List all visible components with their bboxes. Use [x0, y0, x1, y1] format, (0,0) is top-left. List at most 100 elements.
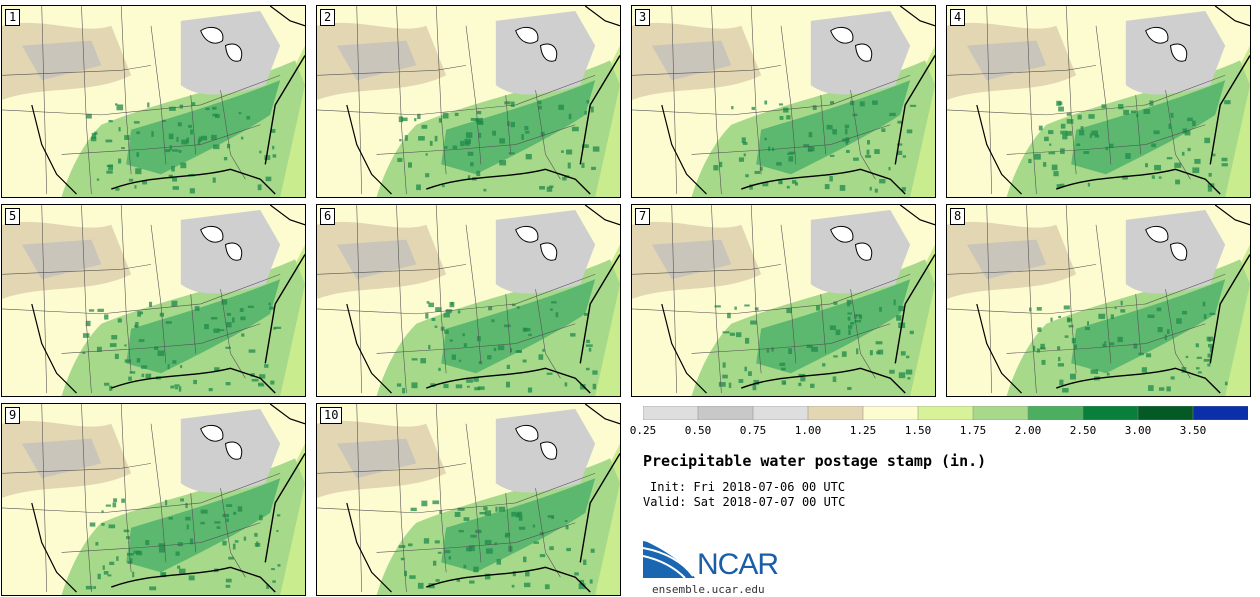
- moisture-cell: [1148, 385, 1154, 391]
- moisture-cell: [897, 120, 904, 124]
- moisture-cell: [149, 586, 157, 591]
- moisture-cell: [168, 106, 176, 111]
- moisture-cell: [154, 346, 159, 350]
- coastline: [264, 453, 305, 563]
- moisture-cell: [186, 137, 189, 144]
- moisture-cell: [1147, 314, 1155, 318]
- moisture-cell: [879, 306, 882, 312]
- state-boundary: [535, 488, 561, 578]
- moisture-cell: [1207, 353, 1213, 358]
- state-boundary: [1095, 25, 1112, 165]
- moisture-cell: [180, 162, 187, 169]
- moisture-cell: [1066, 130, 1072, 136]
- state-boundary: [41, 6, 48, 195]
- moisture-cell: [1073, 344, 1078, 350]
- moisture-cell: [1057, 363, 1064, 367]
- moisture-cell: [877, 349, 884, 355]
- moisture-cell: [751, 106, 756, 110]
- state-boundary: [820, 95, 827, 155]
- moisture-cell: [266, 584, 270, 589]
- moisture-cell: [468, 545, 475, 552]
- moisture-cell: [159, 546, 166, 553]
- moisture-cell: [225, 584, 231, 588]
- moisture-cell: [463, 517, 470, 521]
- moisture-cell: [443, 383, 449, 389]
- moisture-cell: [1063, 305, 1070, 310]
- moisture-cell: [889, 112, 896, 117]
- state-boundary: [435, 404, 447, 573]
- state-boundary: [61, 124, 261, 155]
- moisture-cell: [458, 529, 464, 533]
- moisture-cell: [126, 552, 134, 556]
- moisture-cell: [1040, 343, 1045, 349]
- lake: [830, 26, 854, 44]
- moisture-cell: [515, 350, 522, 354]
- moisture-cell: [1066, 112, 1072, 116]
- moisture-cell: [186, 524, 189, 530]
- moisture-cell: [1192, 120, 1196, 127]
- moisture-cell: [872, 100, 878, 105]
- moisture-cell: [759, 166, 763, 171]
- moisture-cell: [839, 184, 846, 191]
- colorbar-tick-label: 1.00: [794, 424, 822, 437]
- moisture-cell: [592, 383, 597, 390]
- moisture-cell: [1076, 143, 1081, 147]
- moisture-cell: [1125, 153, 1131, 159]
- moisture-cell: [170, 385, 175, 389]
- moisture-cell: [408, 162, 412, 168]
- moisture-cell: [95, 541, 99, 546]
- moisture-cell: [753, 379, 760, 385]
- state-boundary: [81, 404, 92, 593]
- init-time: Init: Fri 2018-07-06 00 UTC: [650, 480, 846, 494]
- stamp-map: [632, 205, 935, 396]
- moisture-cell: [437, 551, 442, 554]
- moisture-cell: [498, 506, 506, 512]
- state-boundary: [535, 289, 561, 379]
- moisture-cell: [1221, 157, 1228, 162]
- lake: [515, 26, 539, 44]
- moisture-cell: [1175, 179, 1181, 185]
- moisture-cell: [499, 138, 506, 144]
- coastline: [269, 6, 305, 27]
- moisture-cell: [457, 507, 465, 511]
- moisture-cell: [898, 305, 905, 312]
- moisture-cell: [499, 160, 507, 166]
- moisture-cell: [114, 103, 118, 106]
- moisture-cell: [441, 184, 445, 188]
- lake: [200, 26, 224, 44]
- moisture-cell: [1138, 352, 1144, 356]
- state-boundary: [61, 323, 261, 354]
- moisture-cell: [1187, 147, 1191, 152]
- moisture-cell: [402, 387, 406, 394]
- moisture-cell: [197, 139, 201, 146]
- moisture-cell: [1050, 317, 1053, 322]
- moisture-cell: [907, 377, 911, 380]
- moisture-cell: [539, 554, 546, 558]
- coastline: [269, 205, 305, 226]
- moisture-cell: [525, 153, 532, 160]
- moisture-cell: [132, 571, 135, 578]
- moisture-cell: [1151, 143, 1157, 148]
- moisture-cell: [811, 346, 818, 352]
- state-boundary: [850, 90, 876, 180]
- moisture-cell: [1174, 162, 1182, 168]
- moisture-cell: [518, 526, 526, 530]
- coastline: [111, 367, 276, 394]
- moisture-cell: [458, 359, 462, 362]
- state-boundary: [780, 25, 797, 165]
- moisture-cell: [718, 382, 726, 387]
- moisture-cell: [1058, 106, 1064, 112]
- moisture-cell: [417, 113, 421, 120]
- moisture-cell: [1057, 346, 1061, 351]
- moisture-cell: [1101, 104, 1106, 109]
- moisture-cell: [1181, 366, 1187, 373]
- moisture-cell: [222, 540, 227, 546]
- moisture-cell: [1164, 334, 1167, 341]
- moisture-cell: [743, 153, 746, 157]
- moisture-cell: [1158, 176, 1162, 179]
- moisture-cell: [1181, 151, 1185, 156]
- lake: [1170, 43, 1188, 62]
- state-boundary: [150, 224, 167, 364]
- moisture-cell: [259, 150, 262, 154]
- moisture-cell: [1087, 182, 1090, 187]
